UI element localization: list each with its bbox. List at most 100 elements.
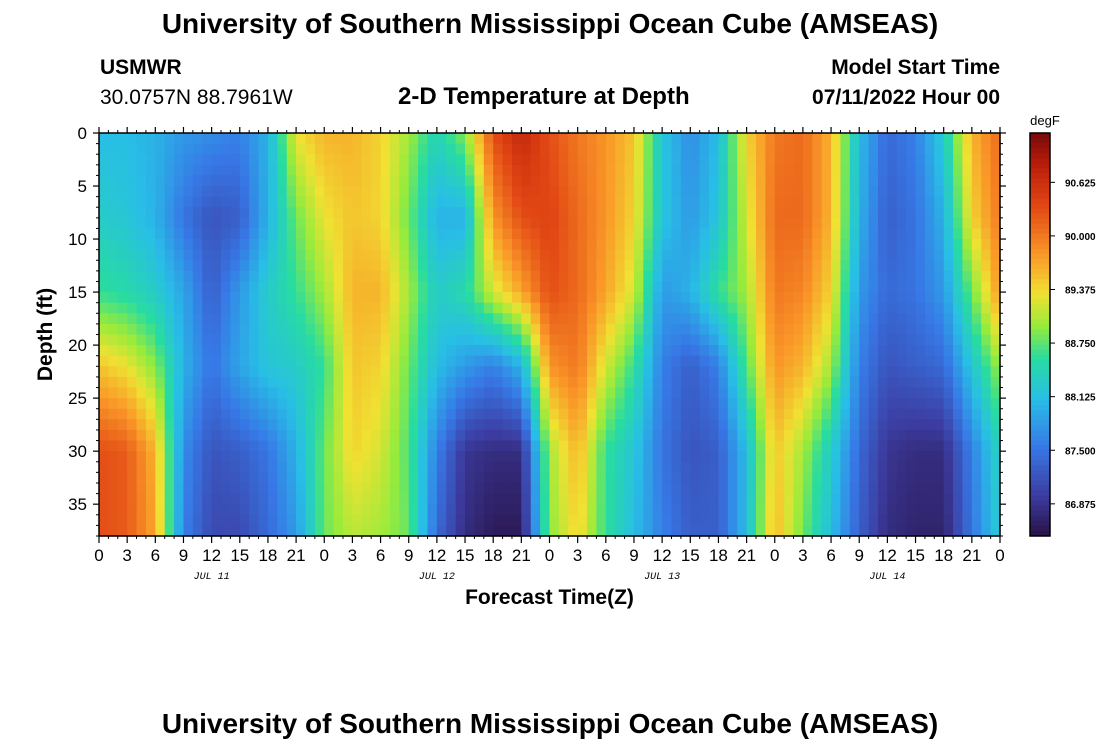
heatmap-cell (267, 175, 278, 187)
heatmap-cell (821, 239, 832, 251)
heatmap-cell (230, 154, 241, 166)
heatmap-cell (99, 249, 109, 261)
heatmap-cell (230, 133, 241, 145)
heatmap-cell (230, 292, 241, 304)
heatmap-cell (192, 133, 203, 145)
heatmap-cell (502, 292, 513, 304)
heatmap-cell (568, 429, 579, 442)
heatmap-cell (164, 207, 175, 219)
heatmap-cell (483, 154, 494, 166)
heatmap-cell (605, 345, 616, 357)
heatmap-cell (643, 440, 654, 452)
heatmap-cell (755, 429, 766, 442)
heatmap-cell (361, 429, 372, 442)
heatmap-cell (549, 440, 560, 452)
heatmap-cell (906, 228, 917, 240)
heatmap-cell (662, 493, 673, 505)
heatmap-cell (605, 504, 616, 516)
heatmap-cell (859, 461, 870, 473)
heatmap-cell (981, 429, 992, 442)
heatmap-cell (699, 376, 710, 389)
heatmap-cell (399, 260, 410, 272)
heatmap-cell (286, 451, 297, 463)
heatmap-cell (99, 186, 109, 198)
x-tick-label: 0 (995, 546, 1004, 565)
heatmap-cell (277, 334, 288, 346)
heatmap-cell (305, 408, 316, 420)
colorbar-segment (1030, 238, 1050, 245)
heatmap-cell (117, 207, 128, 219)
heatmap-cell (962, 143, 973, 155)
heatmap-cell (502, 281, 513, 293)
heatmap-cell (558, 461, 569, 473)
heatmap-cell (709, 196, 720, 208)
heatmap-cell (99, 461, 109, 473)
heatmap-cell (737, 154, 748, 166)
heatmap-cell (774, 186, 785, 198)
heatmap-cell (286, 196, 297, 208)
heatmap-cell (633, 514, 644, 526)
heatmap-cell (755, 217, 766, 230)
heatmap-cell (343, 408, 354, 420)
heatmap-cell (493, 504, 504, 516)
heatmap-cell (887, 334, 898, 346)
heatmap-cell (887, 461, 898, 473)
heatmap-cell (352, 260, 363, 272)
heatmap-cell (831, 398, 842, 410)
heatmap-cell (446, 482, 457, 495)
heatmap-cell (427, 239, 438, 251)
heatmap-cell (971, 292, 982, 304)
heatmap-cell (540, 323, 551, 336)
heatmap-cell (183, 249, 194, 261)
heatmap-cell (718, 239, 729, 251)
heatmap-cell (868, 525, 879, 537)
heatmap-cell (136, 504, 147, 516)
heatmap-cell (408, 302, 419, 314)
x-day-label: JUL 13 (644, 572, 680, 583)
heatmap-cell (596, 281, 607, 293)
heatmap-cell (277, 366, 288, 378)
heatmap-cell (943, 186, 954, 198)
heatmap-cell (502, 440, 513, 452)
colorbar-segment (1030, 188, 1050, 194)
heatmap-cell (427, 133, 438, 145)
heatmap-cell (831, 345, 842, 357)
colorbar-segment (1030, 374, 1050, 381)
heatmap-cell (117, 440, 128, 452)
heatmap-cell (915, 376, 926, 389)
heatmap-cell (971, 525, 982, 537)
heatmap-cell (230, 419, 241, 431)
heatmap-cell (530, 451, 541, 463)
heatmap-cell (652, 345, 663, 357)
heatmap-cell (455, 249, 466, 261)
heatmap-cell (474, 323, 485, 336)
heatmap-cell (465, 292, 476, 304)
heatmap-cell (755, 419, 766, 431)
heatmap-cell (971, 493, 982, 505)
heatmap-cell (755, 451, 766, 463)
heatmap-cell (427, 302, 438, 314)
heatmap-cell (540, 461, 551, 473)
heatmap-cell (99, 366, 109, 378)
heatmap-cell (455, 334, 466, 346)
heatmap-cell (446, 175, 457, 187)
heatmap-cell (868, 451, 879, 463)
heatmap-cell (859, 472, 870, 484)
heatmap-cell (258, 175, 269, 187)
heatmap-cell (727, 323, 738, 336)
heatmap-cell (943, 207, 954, 219)
heatmap-cell (530, 334, 541, 346)
heatmap-cell (258, 387, 269, 399)
heatmap-cell (821, 334, 832, 346)
heatmap-cell (821, 186, 832, 198)
heatmap-cell (155, 440, 166, 452)
heatmap-cell (990, 493, 1001, 505)
heatmap-cell (286, 472, 297, 484)
heatmap-cell (221, 164, 231, 177)
heatmap-cell (718, 398, 729, 410)
heatmap-cell (230, 164, 241, 177)
heatmap-cell (765, 482, 776, 495)
heatmap-cell (784, 366, 795, 378)
heatmap-cell (352, 281, 363, 293)
heatmap-cell (314, 419, 325, 431)
